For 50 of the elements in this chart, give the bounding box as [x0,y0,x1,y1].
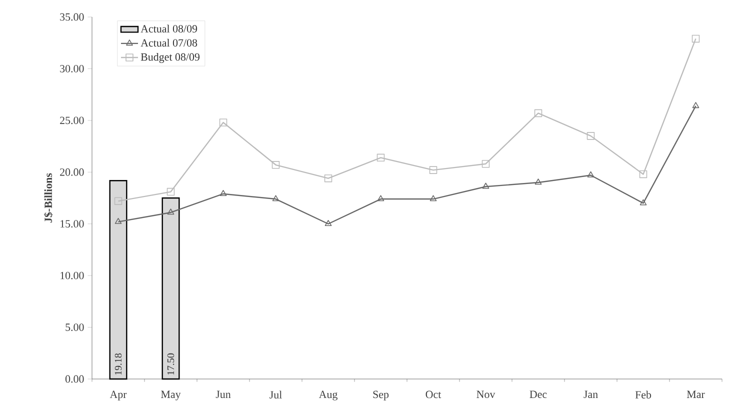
x-tick-label: Feb [635,390,652,398]
point [219,118,228,126]
point [640,199,647,206]
x-tick-label: Mar [686,390,705,398]
data-label: 19.18 [114,353,122,375]
point [430,195,437,202]
legend-label: Actual 08/09 [140,24,198,33]
point [482,182,490,189]
y-tick-label: 35.00 [60,13,84,21]
point [534,109,542,118]
point [376,154,385,162]
point [377,195,384,202]
point [482,160,490,168]
y-tick-label: 30.00 [60,64,84,72]
point [534,178,542,185]
y-tick-label: 10.00 [60,272,84,280]
point [272,195,280,202]
point [220,190,227,196]
y-tick-label: 25.00 [60,116,84,124]
x-tick-label: Nov [476,390,496,398]
x-tick-label: May [161,390,181,400]
legend-label: Budget 08/09 [140,52,200,63]
x-tick-label: Jun [216,390,231,398]
point [639,170,648,178]
data-label: 17.50 [167,353,174,375]
y-tick-label: 15.00 [60,220,84,228]
x-tick-label: Jul [270,390,282,398]
point [429,166,438,174]
point [692,102,700,108]
point [272,161,280,169]
point [324,220,332,226]
y-tick-label: 5.00 [66,324,84,332]
point [324,174,332,182]
x-tick-label: Oct [426,390,442,398]
y-tick-label: 0.00 [65,375,84,383]
point [692,34,700,43]
point [166,188,175,196]
x-tick-label: Dec [530,390,547,398]
y-tick-label: 20.00 [60,168,84,176]
x-tick-label: Jan [584,390,598,398]
point [587,171,594,178]
x-tick-label: Sep [373,390,389,400]
y-axis-title: J$-Billions [44,173,53,222]
legend-label: Actual 07/08 [140,38,198,47]
point [586,132,595,140]
x-tick-label: Apr [110,390,127,400]
point [167,208,174,215]
point [114,197,122,205]
x-tick-label: Aug [318,390,338,400]
point [114,218,122,224]
